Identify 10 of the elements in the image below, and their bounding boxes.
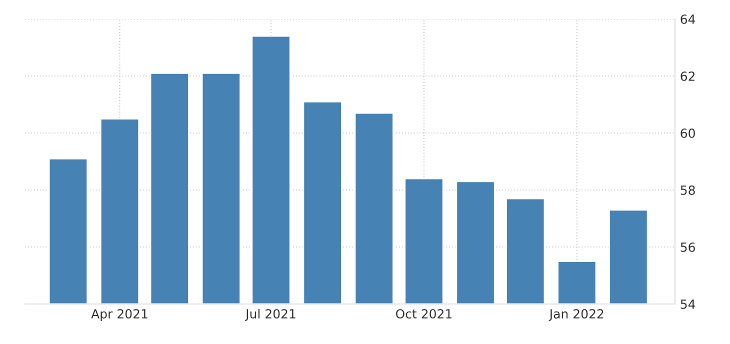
- x-tick-label: Jul 2021: [244, 308, 296, 321]
- x-tick-label: Apr 2021: [91, 309, 148, 321]
- y-tick-label: 58: [680, 185, 695, 195]
- x-tick-label: Jan 2022: [548, 309, 604, 321]
- y-tick-label: 64: [680, 14, 696, 24]
- x-tick-label: Oct 2021: [396, 309, 452, 319]
- y-tick-label: 60: [680, 128, 695, 138]
- y-tick-label: 54: [680, 300, 696, 309]
- y-tick-label: 62: [680, 71, 695, 81]
- y-tick-label: 56: [680, 242, 695, 252]
